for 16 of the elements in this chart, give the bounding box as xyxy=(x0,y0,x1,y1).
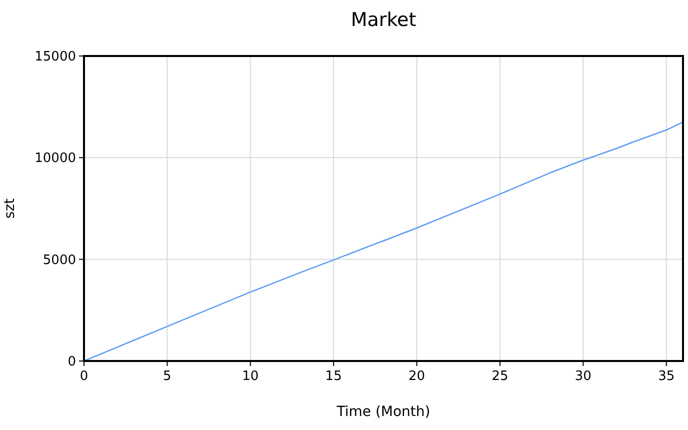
x-tick-label: 10 xyxy=(242,369,259,384)
y-tick-label: 0 xyxy=(68,354,76,370)
chart-title: Market xyxy=(350,9,416,31)
y-axis-title: szt xyxy=(2,198,18,219)
x-tick-label: 0 xyxy=(80,369,88,384)
y-tick-label: 15000 xyxy=(34,50,76,64)
x-tick-label: 35 xyxy=(658,369,675,384)
x-tick-label: 25 xyxy=(492,369,508,384)
x-tick-label: 20 xyxy=(408,369,426,384)
line-series xyxy=(83,121,684,362)
y-tick-label: 10000 xyxy=(34,151,76,166)
x-tick-label: 15 xyxy=(325,369,342,384)
x-tick-label: 30 xyxy=(574,369,592,384)
x-axis-title: Time (Month) xyxy=(336,404,430,420)
y-tick-label: 5000 xyxy=(42,252,76,268)
x-tick-label: 5 xyxy=(163,369,172,384)
